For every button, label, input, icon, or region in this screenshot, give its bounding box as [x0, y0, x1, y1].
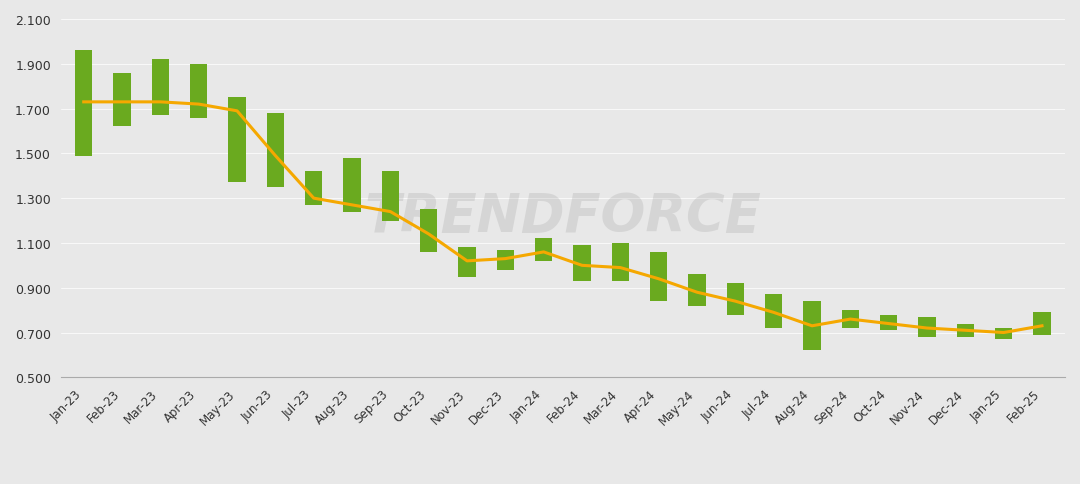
Bar [841, 310, 859, 328]
Bar [458, 248, 475, 277]
Bar [305, 172, 322, 205]
Bar [76, 51, 93, 156]
Bar [995, 328, 1012, 340]
Text: TRENDFORCE: TRENDFORCE [364, 191, 761, 242]
Bar [880, 315, 897, 331]
Bar [765, 295, 782, 328]
Legend: TOPCon-High Price, TOPCon-Low Price, TOPCon-Average: TOPCon-High Price, TOPCon-Low Price, TOP… [308, 483, 819, 484]
Bar [573, 246, 591, 281]
Bar [420, 210, 437, 252]
Bar [611, 243, 629, 281]
Bar [1034, 313, 1051, 335]
Bar [229, 98, 245, 183]
Bar [688, 275, 705, 306]
Bar [918, 317, 935, 337]
Bar [381, 172, 399, 221]
Bar [804, 302, 821, 351]
Bar [343, 159, 361, 212]
Bar [727, 284, 744, 315]
Bar [113, 74, 131, 127]
Bar [152, 60, 168, 116]
Bar [190, 65, 207, 118]
Bar [957, 324, 974, 337]
Bar [650, 252, 667, 302]
Bar [267, 114, 284, 188]
Bar [535, 239, 552, 261]
Bar [497, 250, 514, 270]
